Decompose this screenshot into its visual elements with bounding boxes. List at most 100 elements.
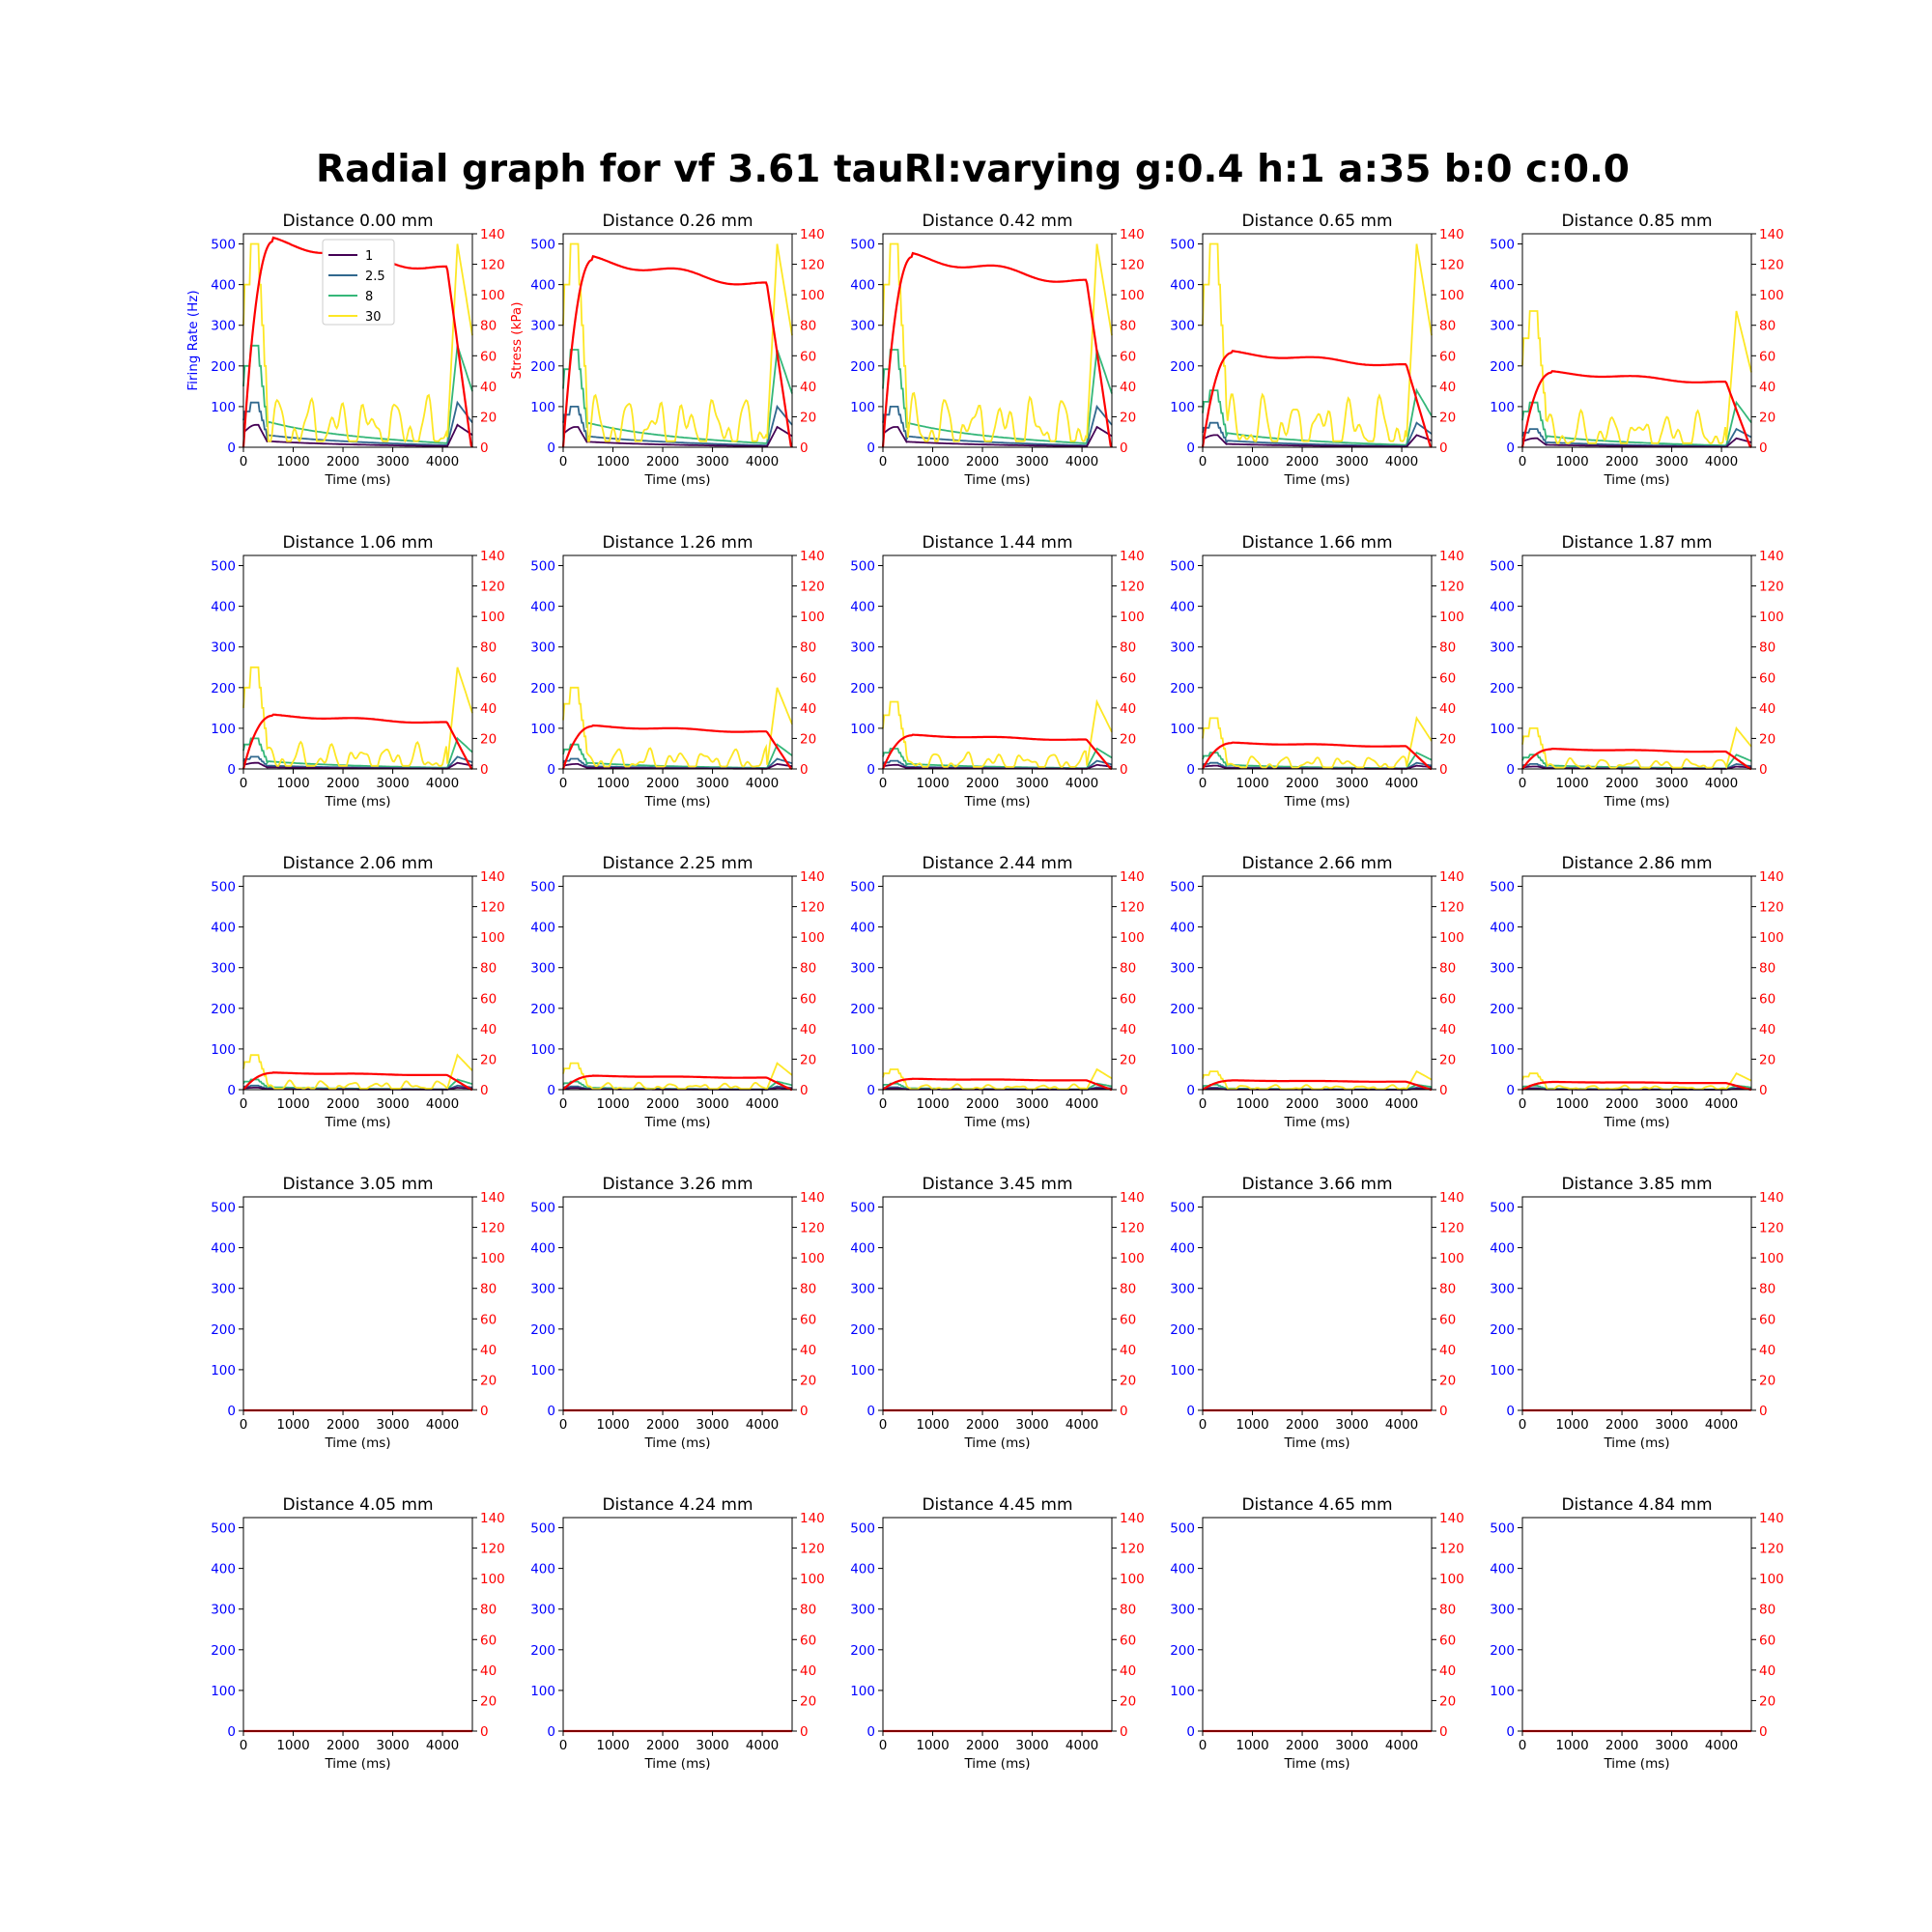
y-left-tick-label: 100 xyxy=(530,400,555,415)
y-right-tick-label: 60 xyxy=(800,670,816,686)
y-left-tick-label: 500 xyxy=(1490,1201,1515,1216)
y-left-tick-label: 300 xyxy=(1490,1603,1515,1618)
subplot-title: Distance 4.65 mm xyxy=(1241,1495,1392,1515)
y-left-tick-label: 0 xyxy=(867,1724,875,1740)
x-tick-label: 0 xyxy=(1519,776,1527,791)
x-tick-label: 0 xyxy=(879,1738,888,1753)
y-left-tick-label: 200 xyxy=(530,1002,555,1017)
y-right-tick-label: 20 xyxy=(800,1693,816,1709)
x-tick-label: 2000 xyxy=(327,776,359,791)
x-tick-label: 4000 xyxy=(1065,1417,1098,1433)
y-right-tick-label: 120 xyxy=(1120,580,1145,595)
y-right-tick-label: 0 xyxy=(1759,762,1768,778)
x-tick-label: 1000 xyxy=(276,454,309,469)
y-left-tick-label: 500 xyxy=(530,559,555,575)
y-left-tick-label: 200 xyxy=(211,1643,236,1659)
x-axis-label: Time (ms) xyxy=(1603,472,1669,488)
y-left-tick-label: 100 xyxy=(530,1042,555,1058)
subplot-title: Distance 4.05 mm xyxy=(282,1495,433,1515)
series-line xyxy=(562,404,793,447)
y-left-tick-label: 200 xyxy=(850,1643,875,1659)
y-left-tick-label: 300 xyxy=(530,319,555,334)
y-right-tick-label: 60 xyxy=(1120,1633,1136,1648)
subplot-title: Distance 1.44 mm xyxy=(922,533,1072,553)
subplot-title: Distance 3.05 mm xyxy=(282,1175,433,1194)
y-right-tick-label: 120 xyxy=(480,258,505,273)
y-left-tick-label: 0 xyxy=(227,1083,236,1098)
y-right-tick-label: 80 xyxy=(800,640,816,656)
y-right-tick-label: 20 xyxy=(480,731,497,747)
subplot-title: Distance 3.66 mm xyxy=(1241,1175,1392,1194)
y-right-tick-label: 140 xyxy=(1439,1190,1464,1206)
y-right-tick-label: 100 xyxy=(480,1572,505,1587)
x-tick-label: 0 xyxy=(559,1738,568,1753)
x-tick-label: 3000 xyxy=(1655,1738,1688,1753)
y-left-tick-label: 100 xyxy=(530,1363,555,1378)
y-left-tick-label: 100 xyxy=(530,1684,555,1699)
x-tick-label: 1000 xyxy=(276,776,309,791)
x-tick-label: 0 xyxy=(240,1417,248,1433)
y-left-tick-label: 100 xyxy=(211,722,236,737)
y-right-tick-label: 40 xyxy=(800,1343,816,1358)
x-tick-label: 4000 xyxy=(746,776,779,791)
y-left-tick-label: 400 xyxy=(1170,600,1195,615)
y-right-tick-label: 100 xyxy=(1759,1572,1784,1587)
y-right-tick-label: 100 xyxy=(1759,1251,1784,1266)
y-right-tick-label: 120 xyxy=(800,1221,825,1236)
y-left-tick-label: 0 xyxy=(867,1404,875,1419)
y-right-tick-label: 60 xyxy=(800,1312,816,1327)
y-left-tick-label: 300 xyxy=(850,961,875,977)
y-right-tick-label: 40 xyxy=(1120,1022,1136,1037)
x-tick-label: 2000 xyxy=(1605,1096,1638,1112)
x-tick-label: 2000 xyxy=(966,1417,999,1433)
x-tick-label: 1000 xyxy=(1236,1417,1268,1433)
y-left-tick-label: 0 xyxy=(227,1724,236,1740)
y-left-tick-label: 100 xyxy=(850,1363,875,1378)
subplot-title: Distance 1.66 mm xyxy=(1241,533,1392,553)
y-left-tick-label: 100 xyxy=(530,722,555,737)
y-right-tick-label: 140 xyxy=(1759,227,1784,242)
x-tick-label: 3000 xyxy=(696,454,728,469)
x-tick-label: 0 xyxy=(240,1096,248,1112)
y-right-tick-label: 120 xyxy=(800,258,825,273)
y-left-tick-label: 500 xyxy=(211,238,236,253)
y-right-tick-label: 140 xyxy=(800,549,825,564)
x-tick-label: 1000 xyxy=(1236,454,1268,469)
stress-line xyxy=(561,255,793,448)
y-right-tick-label: 100 xyxy=(1120,1572,1145,1587)
y-left-tick-label: 100 xyxy=(850,722,875,737)
y-left-tick-label: 300 xyxy=(850,1603,875,1618)
stress-line xyxy=(881,733,1113,771)
series-line xyxy=(1202,242,1433,442)
stress-line xyxy=(1520,370,1752,448)
y-right-tick-label: 80 xyxy=(1439,961,1456,977)
y-left-tick-label: 0 xyxy=(867,1083,875,1098)
y-right-tick-label: 60 xyxy=(480,991,497,1007)
y-left-tick-label: 200 xyxy=(1170,1002,1195,1017)
y-right-tick-label: 120 xyxy=(800,580,825,595)
y-left-tick-label: 500 xyxy=(530,238,555,253)
axes-frame xyxy=(242,233,473,448)
axes-frame xyxy=(1202,1196,1433,1411)
y-right-tick-label: 100 xyxy=(800,1572,825,1587)
stress-line xyxy=(1521,748,1752,771)
x-tick-label: 3000 xyxy=(1015,454,1048,469)
legend-label: 1 xyxy=(365,249,373,264)
y-left-tick-label: 0 xyxy=(1506,1404,1515,1419)
x-tick-label: 4000 xyxy=(1385,1417,1418,1433)
y-right-tick-label: 140 xyxy=(480,227,505,242)
y-left-tick-label: 400 xyxy=(1170,278,1195,294)
y-right-tick-label: 80 xyxy=(480,319,497,334)
y-right-tick-label: 120 xyxy=(1759,1221,1784,1236)
y-right-tick-label: 20 xyxy=(1759,1373,1776,1388)
stress-line xyxy=(561,724,793,771)
y-right-tick-label: 0 xyxy=(1439,762,1448,778)
x-tick-label: 1000 xyxy=(1555,454,1588,469)
y-right-tick-label: 120 xyxy=(800,1542,825,1557)
